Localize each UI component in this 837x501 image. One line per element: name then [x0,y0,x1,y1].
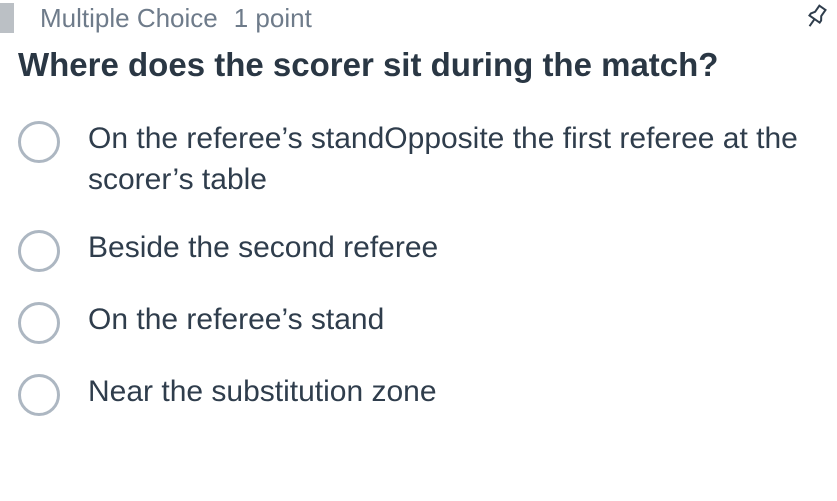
question-header: Multiple Choice 1 point [0,0,837,36]
option-row[interactable]: Near the substitution zone [18,358,819,430]
pin-icon [801,2,831,32]
pin-button[interactable] [801,2,831,35]
question-points-label: 1 point [234,3,312,34]
accent-bar [0,3,14,33]
option-row[interactable]: On the referee’s stand [18,286,819,358]
option-row[interactable]: Beside the second referee [18,214,819,286]
option-text: On the referee’s standOpposite the first… [88,119,819,200]
option-text: On the referee’s stand [88,300,384,341]
question-text: Where does the scorer sit during the mat… [18,44,819,85]
radio-button[interactable] [18,230,60,272]
option-text: Near the substitution zone [88,372,437,413]
option-text: Beside the second referee [88,228,438,269]
option-row[interactable]: On the referee’s standOpposite the first… [18,105,819,214]
radio-button[interactable] [18,302,60,344]
question-type-label: Multiple Choice [40,3,218,34]
question-block: Where does the scorer sit during the mat… [0,36,837,105]
header-left: Multiple Choice 1 point [0,3,312,34]
options-list: On the referee’s standOpposite the first… [0,105,837,430]
radio-button[interactable] [18,121,60,163]
radio-button[interactable] [18,374,60,416]
